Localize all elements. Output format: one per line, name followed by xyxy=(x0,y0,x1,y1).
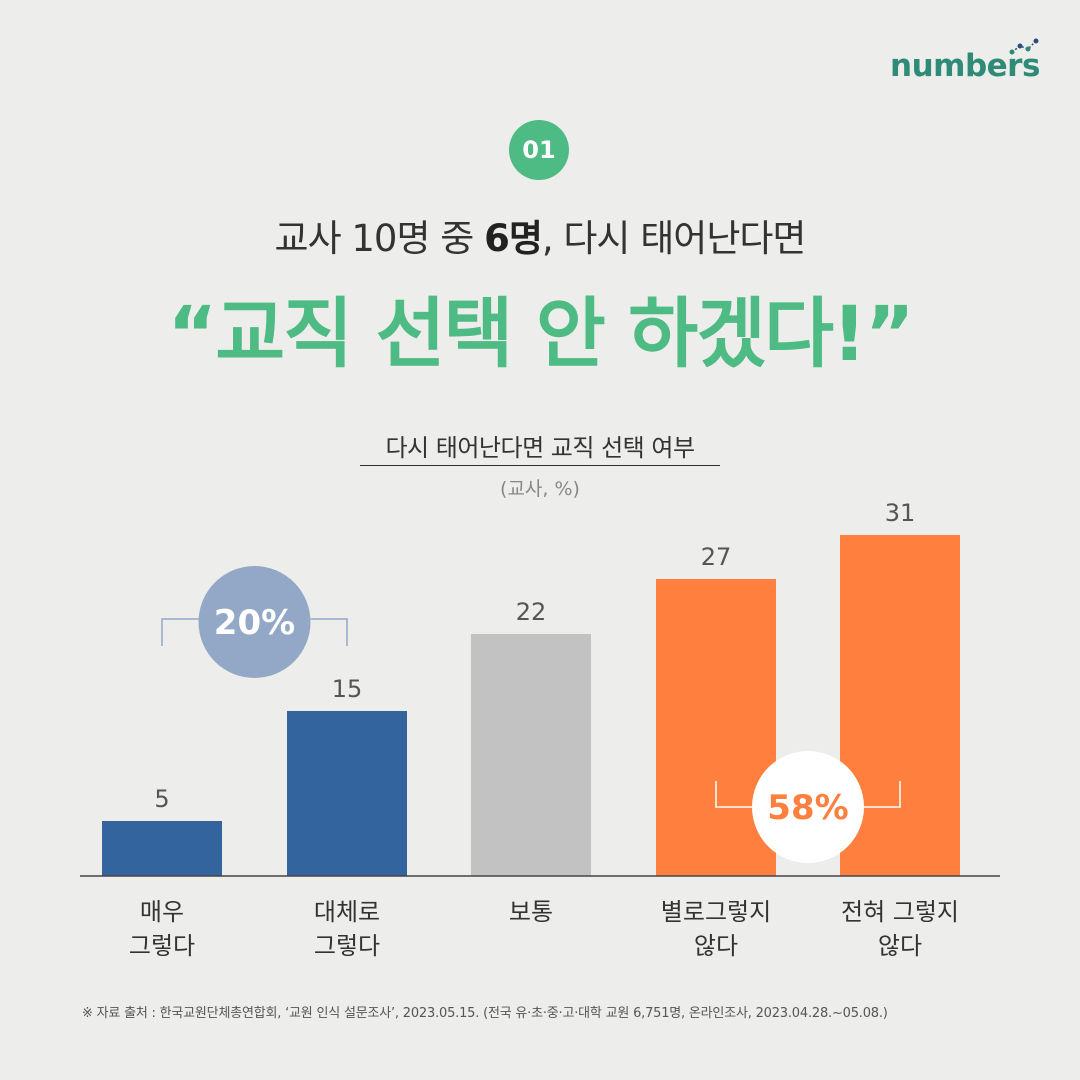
bar-value-label: 27 xyxy=(701,543,732,571)
category-label: 대체로 xyxy=(314,898,380,926)
subtitle-after: , 다시 태어난다면 xyxy=(541,217,807,260)
bar-value-label: 31 xyxy=(885,499,916,527)
group-circle xyxy=(752,751,864,863)
category-label: 별로그렇지 xyxy=(661,898,771,926)
bar-value-label: 22 xyxy=(516,598,547,626)
category-label: 보통 xyxy=(509,898,553,926)
logo-chart-icon xyxy=(1009,38,1039,55)
group-bracket xyxy=(715,781,901,808)
chart-title-underline xyxy=(360,465,720,466)
source-note: ※ 자료 출처 : 한국교원단체총연합회, ‘교원 인식 설문조사’, 2023… xyxy=(82,1006,888,1021)
group-percentage-label: 20% xyxy=(214,603,295,643)
category-label: 그렇다 xyxy=(129,932,195,960)
group-bracket xyxy=(161,618,348,646)
group-circle xyxy=(198,566,311,678)
numbers-logo: numbers xyxy=(860,36,1040,86)
bar-value-label: 15 xyxy=(332,675,363,703)
category-label: 그렇다 xyxy=(314,932,380,960)
logo-text: numbers xyxy=(890,48,1040,84)
bar xyxy=(471,634,591,876)
bar-value-label: 5 xyxy=(154,785,169,813)
section-number-badge: 01 xyxy=(509,120,569,180)
subtitle-before: 교사 10명 중 xyxy=(274,217,485,260)
category-label: 매우 xyxy=(140,898,184,926)
bar xyxy=(102,821,222,876)
category-label: 전혀 그렇지 xyxy=(841,898,959,926)
category-label: 않다 xyxy=(694,932,738,960)
subtitle-bold: 6명 xyxy=(484,217,543,260)
chart-title: 다시 태어난다면 교직 선택 여부 xyxy=(385,434,695,462)
subtitle: 교사 10명 중 6명, 다시 태어난다면 xyxy=(0,208,1080,262)
chart-unit: (교사, %) xyxy=(500,478,580,500)
bar xyxy=(287,711,407,876)
category-label: 않다 xyxy=(878,932,922,960)
headline: “교직 선택 안 하겠다!” xyxy=(167,289,914,378)
group-percentage-label: 58% xyxy=(767,788,848,828)
